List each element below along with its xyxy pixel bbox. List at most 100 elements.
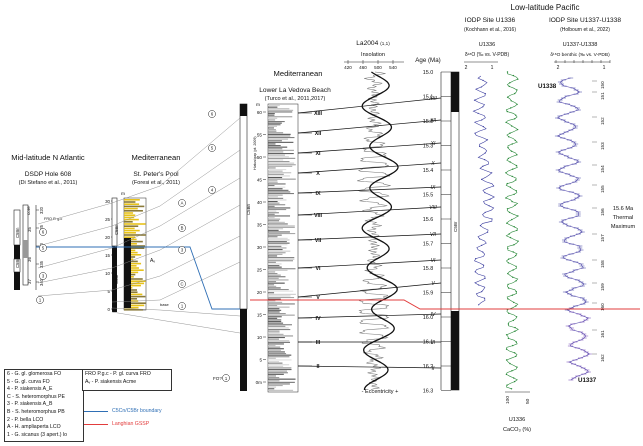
u1336-point (482, 106, 484, 108)
u1336-point (491, 172, 493, 174)
vedova-bed (268, 153, 294, 155)
vedova-bed (268, 269, 288, 271)
age-tick-label: 15.2 (423, 119, 434, 125)
u1336-point (487, 231, 489, 233)
u1337-tick-2: 2 (557, 65, 560, 71)
stpeter-lithology (123, 197, 147, 311)
u1337-cycle-numbers: 150 151 152 153 154 155 156 157 158 159 160 161 162 (592, 80, 605, 362)
vedova-bed (268, 285, 277, 287)
vedova-cycle-label: XIII (314, 111, 323, 117)
caco3-point (516, 103, 518, 106)
stpeter-depth-ticks: 30 25 20 15 10 5 0 (105, 199, 112, 312)
vedova-cycle-label: X (316, 171, 320, 177)
caco3-point (507, 157, 510, 160)
vedova-bed (268, 201, 278, 203)
caco3-point (507, 258, 510, 260)
u1336-point (478, 304, 480, 306)
stpeter-unit: m (121, 192, 125, 197)
vedova-cycle-label: IV (315, 316, 320, 322)
vedova-bed (268, 345, 276, 347)
caco3-site: U1336 (509, 417, 525, 423)
stpeter-bed (124, 223, 146, 225)
caco3-tick-50: 50 (525, 398, 531, 404)
age-chron-label: C5Br (453, 221, 458, 232)
stpeter-chron-upper (111, 197, 118, 247)
datum-marker (208, 144, 216, 152)
vedova-bed (268, 154, 285, 156)
legend-item: C - S. heteromorphus PE (7, 393, 65, 400)
caco3-point (506, 110, 508, 113)
stpeter-bed (124, 203, 140, 205)
u1336-point (474, 132, 476, 134)
caco3-point (507, 146, 509, 149)
vedova-bed (268, 268, 296, 270)
caco3-point (505, 373, 508, 376)
vedova-bed (268, 367, 292, 369)
datum-markers: 5 6 3 1 A B 3 C 1 6 5 4 (36, 110, 216, 310)
vedova-bed (268, 143, 276, 145)
datum-marker (208, 186, 216, 194)
vedova-bed (268, 282, 285, 284)
caco3-point (516, 154, 518, 156)
age-tick-label: 15.5 (423, 193, 434, 199)
vedova-bed (268, 180, 278, 182)
vedova-bed (268, 297, 295, 299)
age-chron-black-1 (451, 72, 459, 112)
cycle-tie-line (297, 313, 442, 319)
age-cycle-label: III (431, 340, 436, 346)
vedova-bed (268, 151, 284, 153)
dsdp-core-36: 36 (27, 256, 32, 262)
u1336-point (488, 205, 490, 207)
med2-title: Mediterranean (274, 69, 323, 78)
age-axis: Age (Ma) C5Br 15.015.115.215.315.415.515… (415, 57, 460, 395)
u1337-cycle-number: 152 (600, 117, 605, 125)
vedova-bed (268, 253, 283, 255)
u1336-point (486, 139, 489, 141)
vedova-bed (268, 271, 276, 273)
caco3-point (514, 204, 516, 206)
vedova-unit: m (256, 103, 260, 108)
vedova-depth-tick-label: 60 (257, 110, 263, 115)
vedova-bed (268, 122, 282, 124)
legend-notes: FRO P.g.c - P. gl. curva FRO Aᵥ - P. sia… (82, 369, 172, 391)
u1336-tick-1: 1 (491, 65, 494, 71)
u1336-point (473, 99, 476, 101)
stpeter-bed (124, 216, 135, 219)
caco3-point (512, 344, 514, 347)
vedova-bed (268, 338, 279, 340)
vedova-bed (268, 361, 280, 363)
vedova-bed (268, 314, 295, 316)
vedova-bed (268, 266, 282, 268)
thermal-max-line-3: Maximum (611, 224, 636, 230)
stpeter-bed (124, 247, 145, 249)
stpeter-chron-label-1: C5Bn (114, 224, 119, 235)
vedova-bed (268, 281, 277, 283)
vedova-bed (268, 293, 296, 295)
stpeter-bed (124, 232, 136, 234)
u1337-cycle-number: 151 (600, 92, 605, 100)
stpeter-chron-label-2: C5Br (114, 274, 119, 284)
dsdp-chron-label-1: C5Bn (15, 227, 20, 238)
vedova-bed (268, 138, 289, 140)
vedova-bed (268, 292, 275, 294)
stpeter-bed (124, 254, 142, 256)
vedova-bed (268, 370, 287, 372)
langhian-gssp-line (250, 299, 640, 310)
eccentricity-curve (361, 71, 399, 390)
dsdp-depth-tick-label: 335 (39, 260, 44, 268)
caco3-point (505, 359, 508, 361)
vedova-bed (268, 263, 282, 265)
legend-line-gssp-label: Langhian GSSP (112, 420, 150, 427)
datum-marker-label: 3 (42, 274, 45, 279)
dsdp-ref: (Di Stefano et al., 2011) (19, 180, 78, 186)
caco3-point (515, 190, 517, 192)
vedova-bed (268, 300, 276, 302)
vedova-bed (268, 178, 296, 180)
datum-marker-label: A (181, 201, 184, 206)
vedova-bed (268, 229, 279, 231)
stpeter-bed (124, 212, 134, 214)
vedova-bed (268, 353, 287, 355)
caco3-point (507, 337, 510, 340)
u1336-point (478, 284, 480, 286)
vedova-fo-marker (222, 374, 230, 382)
